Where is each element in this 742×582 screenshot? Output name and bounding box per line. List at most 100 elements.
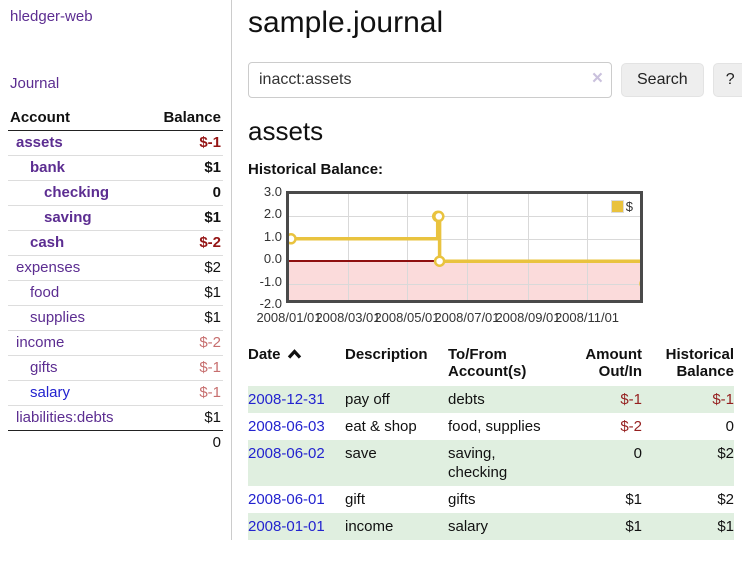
register-row: 2008-01-01 income salary $1 $1 xyxy=(248,513,734,540)
search-input[interactable] xyxy=(248,62,612,98)
x-tick: 2008/03/01 xyxy=(315,310,381,325)
plot-area[interactable]: $ xyxy=(286,191,643,303)
account-row: supplies $1 xyxy=(8,306,223,331)
account-link-assets[interactable]: assets xyxy=(16,134,63,151)
transaction-amount: 0 xyxy=(633,445,642,462)
chart-legend: $ xyxy=(608,198,635,215)
account-balance: $-1 xyxy=(199,359,221,376)
account-row: salary $-1 xyxy=(8,381,223,406)
accounts-header-row: Account Balance xyxy=(8,106,223,131)
account-balance: $-2 xyxy=(199,334,221,351)
brand-link[interactable]: hledger-web xyxy=(10,8,93,25)
y-tick: 0.0 xyxy=(263,251,282,266)
legend-label: $ xyxy=(625,199,633,214)
account-link-liabilities-debts[interactable]: liabilities:debts xyxy=(16,409,114,426)
col-amount: Amount Out/In xyxy=(585,346,642,380)
account-balance: $-1 xyxy=(199,384,221,401)
accounts-total-row: 0 xyxy=(8,431,223,456)
register-row: 2008-12-31 pay off debts $-1 $-1 xyxy=(248,386,734,413)
transaction-amount: $-1 xyxy=(620,391,642,408)
register-row: 2008-06-03 eat & shop food, supplies $-2… xyxy=(248,413,734,440)
x-tick: 2008/01/01 xyxy=(256,310,322,325)
account-balance: $1 xyxy=(204,409,221,426)
transaction-balance: 0 xyxy=(725,418,734,435)
account-link-food[interactable]: food xyxy=(30,284,60,301)
account-row: food $1 xyxy=(8,281,223,306)
y-tick: -2.0 xyxy=(259,296,282,311)
account-balance: $1 xyxy=(204,159,221,176)
transaction-date-link[interactable]: 2008-12-31 xyxy=(248,391,325,408)
col-date-label: Date xyxy=(248,346,281,363)
accounts-col-account: Account xyxy=(10,109,70,126)
data-point[interactable] xyxy=(287,233,297,245)
transaction-description: gift xyxy=(345,491,366,508)
account-row: checking 0 xyxy=(8,181,223,206)
x-tick: 2008/11/01 xyxy=(554,310,620,325)
historical-balance-chart: 3.0 2.0 1.0 0.0 -1.0 -2.0 xyxy=(248,185,742,330)
accounts-table: Account Balance assets $-1 bank $1 check… xyxy=(8,106,223,455)
account-balance: 0 xyxy=(212,184,221,201)
transaction-description: pay off xyxy=(345,386,448,413)
search-button[interactable]: Search xyxy=(621,63,704,97)
account-link-salary[interactable]: salary xyxy=(30,384,71,401)
sidebar-item-journal[interactable]: Journal xyxy=(10,75,60,92)
data-point[interactable] xyxy=(639,279,644,288)
accounts-col-balance: Balance xyxy=(163,109,221,126)
transaction-accounts: food, supplies xyxy=(448,418,541,435)
transaction-amount: $1 xyxy=(625,518,642,535)
col-balance: Historical Balance xyxy=(665,346,734,380)
x-tick: 2008/07/01 xyxy=(434,310,500,325)
x-tick: 2008/09/01 xyxy=(495,310,561,325)
sort-ascending-icon xyxy=(287,349,301,359)
transaction-balance: $1 xyxy=(717,518,734,535)
account-balance: $2 xyxy=(204,259,221,276)
col-date[interactable]: Date xyxy=(248,344,345,386)
account-row: gifts $-1 xyxy=(8,356,223,381)
accounts-total: 0 xyxy=(212,434,221,451)
account-link-income[interactable]: income xyxy=(16,334,65,351)
help-button[interactable]: ? xyxy=(712,63,742,97)
account-link-saving[interactable]: saving xyxy=(44,209,92,226)
transaction-accounts: gifts xyxy=(448,491,476,508)
transaction-date-link[interactable]: 2008-06-01 xyxy=(248,491,325,508)
transaction-date-link[interactable]: 2008-06-02 xyxy=(248,445,325,462)
clear-search-icon[interactable]: × xyxy=(591,68,603,89)
account-link-bank[interactable]: bank xyxy=(30,159,66,176)
transaction-date-link[interactable]: 2008-06-03 xyxy=(248,418,325,435)
account-row: bank $1 xyxy=(8,156,223,181)
negative-balance-region xyxy=(289,261,640,300)
y-tick: -1.0 xyxy=(259,274,282,289)
transaction-description: save xyxy=(345,440,448,486)
transaction-accounts: saving, checking xyxy=(448,445,508,481)
transaction-description: income xyxy=(345,513,448,540)
transaction-balance: $2 xyxy=(717,491,734,508)
sidebar: hledger-web Journal Account Balance asse… xyxy=(0,0,232,540)
account-link-gifts[interactable]: gifts xyxy=(30,359,58,376)
account-link-cash[interactable]: cash xyxy=(30,234,65,251)
account-balance: $1 xyxy=(204,209,221,226)
transaction-amount: $-2 xyxy=(620,418,642,435)
main-content: sample.journal × Search ? assets Histori… xyxy=(232,0,742,540)
register-header-row: Date Description To/From Account(s) Amou… xyxy=(248,344,734,386)
y-tick: 2.0 xyxy=(263,206,282,221)
transaction-accounts: salary xyxy=(448,518,489,535)
account-balance: $1 xyxy=(204,309,221,326)
account-row: assets $-1 xyxy=(8,131,223,156)
register-row: 2008-06-01 gift gifts $1 $2 xyxy=(248,486,734,513)
chart-title: Historical Balance: xyxy=(248,161,384,178)
transaction-date-link[interactable]: 2008-01-01 xyxy=(248,518,325,535)
account-row: expenses $2 xyxy=(8,256,223,281)
transaction-balance: $-1 xyxy=(712,391,734,408)
y-tick: 1.0 xyxy=(263,229,282,244)
x-tick: 2008/05/01 xyxy=(374,310,440,325)
account-link-expenses[interactable]: expenses xyxy=(16,259,81,276)
account-link-supplies[interactable]: supplies xyxy=(30,309,86,326)
register-row: 2008-06-02 save saving, checking 0 $2 xyxy=(248,440,734,486)
data-point[interactable] xyxy=(433,210,445,223)
account-link-checking[interactable]: checking xyxy=(44,184,110,201)
data-point[interactable] xyxy=(433,255,446,267)
transaction-description: eat & shop xyxy=(345,418,417,435)
transaction-balance: $2 xyxy=(717,445,734,462)
col-accounts: To/From Account(s) xyxy=(448,346,527,380)
transaction-accounts: debts xyxy=(448,391,485,408)
